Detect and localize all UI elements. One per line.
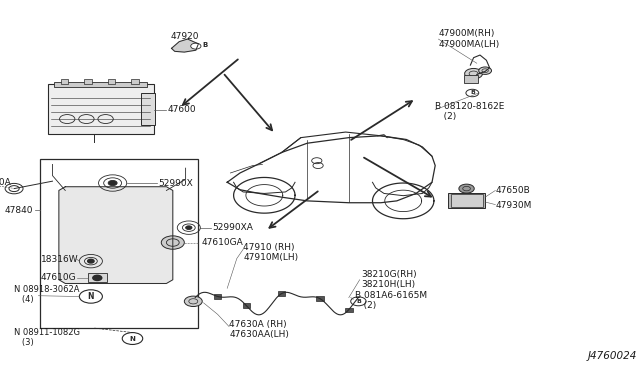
Polygon shape: [59, 187, 173, 283]
Text: N: N: [129, 336, 136, 341]
Text: J4760024: J4760024: [588, 351, 637, 361]
Text: 47840: 47840: [4, 206, 33, 215]
Circle shape: [108, 180, 117, 186]
Text: B: B: [470, 90, 475, 96]
Text: 47900M(RH)
47900MA(LH): 47900M(RH) 47900MA(LH): [438, 29, 500, 49]
Text: 47610GA: 47610GA: [202, 238, 243, 247]
Text: 47610A: 47610A: [0, 178, 12, 187]
Text: 47920: 47920: [170, 32, 199, 41]
Bar: [278, 292, 285, 296]
Text: 47610G: 47610G: [41, 273, 77, 282]
Bar: [464, 75, 478, 83]
Text: 52990X: 52990X: [159, 179, 193, 187]
Text: B: B: [202, 42, 207, 48]
Text: N 08918-3062A
   (4): N 08918-3062A (4): [14, 285, 79, 304]
Circle shape: [351, 297, 366, 306]
Bar: [316, 296, 324, 301]
Bar: [88, 273, 107, 282]
Bar: [141, 93, 155, 125]
Circle shape: [466, 89, 479, 97]
Text: N: N: [88, 292, 94, 301]
Bar: [214, 294, 221, 299]
Circle shape: [122, 333, 143, 344]
Text: 47600: 47600: [168, 105, 196, 114]
Text: 52990XA: 52990XA: [212, 223, 253, 232]
Circle shape: [184, 296, 202, 307]
Bar: [448, 193, 485, 208]
Bar: [451, 194, 483, 207]
Text: 47910 (RH)
47910M(LH): 47910 (RH) 47910M(LH): [243, 243, 298, 262]
Text: B 081A6-6165M
   (2): B 081A6-6165M (2): [355, 291, 428, 310]
Polygon shape: [172, 39, 198, 52]
Text: B: B: [356, 299, 361, 304]
Text: 38210G(RH)
38210H(LH): 38210G(RH) 38210H(LH): [362, 270, 417, 289]
Text: 47630A (RH)
47630AA(LH): 47630A (RH) 47630AA(LH): [229, 320, 289, 339]
Circle shape: [88, 259, 94, 263]
Circle shape: [191, 43, 201, 49]
Bar: [345, 308, 353, 312]
Text: 18316W: 18316W: [41, 255, 79, 264]
Circle shape: [465, 68, 483, 79]
Circle shape: [79, 290, 102, 303]
Bar: [108, 79, 115, 84]
Bar: [48, 84, 154, 134]
Circle shape: [459, 184, 474, 193]
Text: 47930M: 47930M: [496, 201, 532, 210]
Circle shape: [93, 275, 102, 280]
Text: 47650B: 47650B: [496, 186, 531, 195]
Bar: [84, 79, 92, 84]
Circle shape: [186, 226, 192, 230]
Bar: [243, 303, 250, 308]
Circle shape: [479, 67, 492, 74]
Text: N 08911-1082G
   (3): N 08911-1082G (3): [14, 328, 80, 347]
Bar: [40, 159, 198, 328]
Circle shape: [161, 236, 184, 249]
Bar: [61, 79, 68, 84]
Bar: [54, 82, 147, 87]
Text: B 08120-8162E
   (2): B 08120-8162E (2): [435, 102, 504, 121]
Bar: [131, 79, 139, 84]
